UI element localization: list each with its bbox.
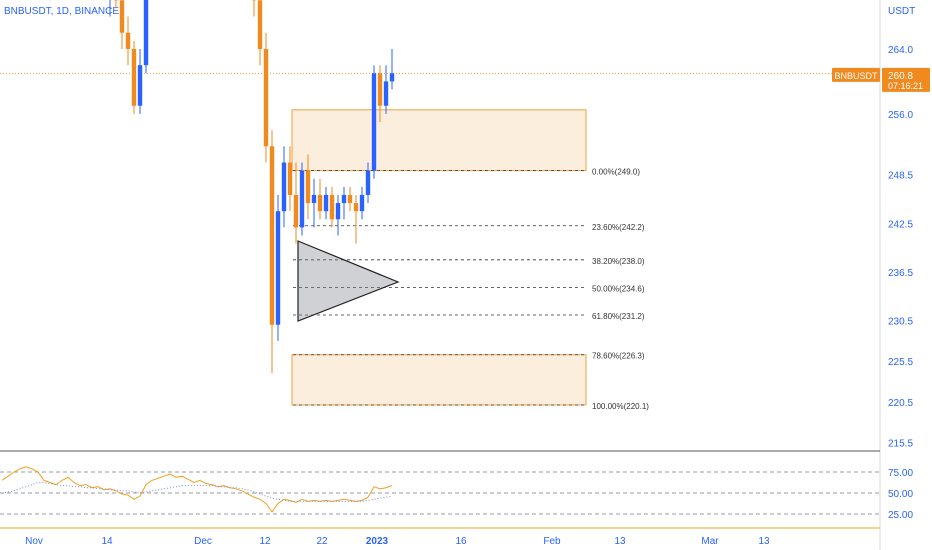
- zones: 280: [291, 109, 587, 406]
- fib-levels: 0.00%(249.0) 23.60%(242.2) 38.20%(238.0) 50…: [293, 168, 649, 411]
- candle-body: [131, 48, 137, 106]
- countdown-label: 07:16:21: [888, 81, 923, 91]
- fib-label-1: 23.60%(242.2): [592, 223, 645, 232]
- time-tick-label: 22: [316, 536, 328, 547]
- candle-body: [137, 65, 143, 106]
- candle-body: [257, 0, 263, 49]
- price-tick-label: 230.5: [888, 317, 913, 328]
- candle-body: [335, 203, 341, 220]
- candle-body: [305, 170, 311, 204]
- candle-body: [389, 73, 395, 82]
- price-tick-label: 248.5: [888, 171, 913, 182]
- candle-body: [281, 162, 287, 212]
- time-tick-label: Mar: [701, 536, 719, 547]
- fib-label-6: 100.00%(220.1): [592, 402, 649, 411]
- price-tick-label: 256.0: [888, 110, 913, 121]
- candle-body: [275, 211, 281, 325]
- grid: [0, 0, 881, 550]
- rsi-pane[interactable]: [0, 466, 880, 515]
- candle-body: [293, 194, 299, 228]
- symbol-badge: [832, 67, 880, 82]
- support-zone-0: [291, 109, 587, 172]
- fib-label-3: 50.00%(234.6): [592, 284, 645, 293]
- price-badge: [882, 67, 930, 92]
- candle-body: [365, 170, 371, 195]
- price-tick-label: 236.5: [888, 268, 913, 279]
- candle-body: [143, 0, 149, 66]
- candle-body: [353, 203, 359, 212]
- fib-label-5: 78.60%(226.3): [592, 352, 645, 361]
- time-tick-label: Feb: [543, 536, 561, 547]
- rsi-tick-label: 50.00: [888, 489, 913, 500]
- chart-symbol-title: BNBUSDT, 1D, BINANCE: [4, 6, 120, 17]
- candle-body: [323, 194, 329, 212]
- candles[interactable]: [0, 0, 395, 374]
- rsi-tick-label: 25.00: [888, 510, 913, 521]
- candle-body: [287, 162, 293, 195]
- fib-label-0: 0.00%(249.0): [592, 168, 640, 177]
- price-tick-label: 225.5: [888, 357, 913, 368]
- price-tick-label: 215.5: [888, 438, 913, 449]
- time-tick-label: Dec: [194, 536, 212, 547]
- candle-body: [119, 0, 125, 33]
- time-tick-label: Nov: [25, 536, 43, 547]
- candle-body: [263, 48, 269, 147]
- support-zone-1: [291, 354, 587, 406]
- time-axis[interactable]: Nov 14 Dec 12 22 2023 16 Feb 13 Mar 13: [25, 536, 770, 547]
- rsi-tick-label: 75.00: [888, 468, 913, 479]
- time-tick-label: 13: [614, 536, 626, 547]
- candle-body: [311, 194, 317, 204]
- candle-body: [299, 170, 305, 228]
- candle-body: [347, 194, 353, 204]
- price-tick-label: 264.0: [888, 45, 913, 56]
- symbol-badge-label: BNBUSDT: [834, 71, 878, 81]
- time-tick-label: 2023: [366, 536, 389, 547]
- price-badge-label: 260.8: [888, 71, 913, 82]
- symmetrical-triangle: [297, 240, 400, 322]
- candle-body: [317, 194, 323, 212]
- time-tick-label: 12: [259, 536, 271, 547]
- candle-body: [341, 194, 347, 204]
- price-tick-label: 242.5: [888, 219, 913, 230]
- candle-body: [377, 73, 383, 106]
- time-tick-label: 13: [758, 536, 770, 547]
- rsi-line: [1, 466, 393, 513]
- rsi-ma-line: [1, 482, 393, 502]
- fib-label-2: 38.20%(238.0): [592, 257, 645, 266]
- candle-body: [383, 81, 389, 106]
- candle-body: [359, 194, 365, 212]
- price-tick-label: 220.5: [888, 398, 913, 409]
- triangle-pattern: [297, 240, 400, 322]
- candle-body: [329, 194, 335, 220]
- candle-body: [125, 32, 131, 49]
- price-axis[interactable]: USDT300.0290.0280.0272.0264.0256.0248.52…: [832, 0, 930, 521]
- time-tick-label: 16: [455, 536, 467, 547]
- fib-label-4: 61.80%(231.2): [592, 312, 645, 321]
- candle-body: [371, 73, 377, 171]
- candle-body: [269, 146, 275, 325]
- price-axis-unit: USDT: [888, 6, 915, 17]
- time-tick-label: 14: [101, 536, 113, 547]
